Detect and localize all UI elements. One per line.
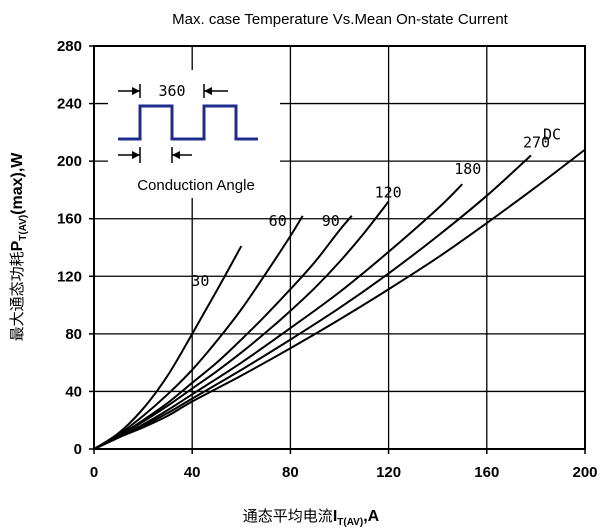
curve-label-270: 270 xyxy=(523,133,550,151)
x-tick-label-120: 120 xyxy=(376,464,401,481)
curves xyxy=(93,148,586,450)
y-tick-label-0: 0 xyxy=(74,441,82,458)
angle-arrowhead-right xyxy=(172,151,180,159)
y-tick-label-120: 120 xyxy=(57,268,82,285)
x-tick-label-200: 200 xyxy=(572,464,597,481)
chart-title: Max. case Temperature Vs.Mean On-state C… xyxy=(172,11,509,28)
x-axis-label-unit: ,A xyxy=(363,508,379,525)
curve-30 xyxy=(93,245,243,450)
curve-60 xyxy=(93,215,304,450)
y-tick-label-160: 160 xyxy=(57,211,82,228)
period-arrowhead-right xyxy=(204,87,212,95)
y-tick-label-280: 280 xyxy=(57,38,82,55)
curve-label-30: 30 xyxy=(191,272,209,290)
curve-dc xyxy=(93,148,586,450)
x-axis-label-symbol: I xyxy=(333,508,337,525)
y-axis-label-main: 最大通态功耗 xyxy=(8,251,26,341)
y-tick-label-240: 240 xyxy=(57,96,82,113)
y-axis-label-symbol: P xyxy=(9,240,26,251)
period-label: 360 xyxy=(158,82,185,100)
y-axis-label-sub: T(AV) xyxy=(18,215,29,241)
curve-label-120: 120 xyxy=(375,183,402,201)
tick-labels: 0 40 80 120 160 200 0 40 80 120 160 200 240 280 xyxy=(57,38,598,481)
curve-270 xyxy=(93,154,532,450)
y-axis-label: 最大通态功耗PT(AV)(max),W xyxy=(8,152,29,342)
plot-frame xyxy=(93,45,586,450)
y-tick-label-200: 200 xyxy=(57,153,82,170)
curve-label-60: 60 xyxy=(269,212,287,230)
x-tick-label-40: 40 xyxy=(184,464,201,481)
y-tick-label-40: 40 xyxy=(65,383,82,400)
y-axis-label-unit: (max),W xyxy=(9,152,26,215)
curve-120 xyxy=(93,200,390,450)
grid xyxy=(94,46,585,449)
inset-caption: Conduction Angle xyxy=(137,177,255,194)
square-wave xyxy=(118,104,258,141)
curve-label-dc: DC xyxy=(543,126,561,144)
x-axis-label-main: 通态平均电流 xyxy=(243,507,333,525)
period-arrowhead-left xyxy=(132,87,140,95)
x-axis-label: 通态平均电流IT(AV),A xyxy=(243,507,380,528)
curve-90 xyxy=(93,215,353,450)
x-axis-label-sub: T(AV) xyxy=(337,517,363,528)
x-tick-label-0: 0 xyxy=(90,464,98,481)
x-tick-label-80: 80 xyxy=(282,464,299,481)
angle-arrowhead-left xyxy=(132,151,140,159)
curve-label-180: 180 xyxy=(454,160,481,178)
conduction-angle-inset: 360 Conduction Angle xyxy=(108,70,280,198)
curve-label-90: 90 xyxy=(322,212,340,230)
x-tick-label-160: 160 xyxy=(474,464,499,481)
y-tick-label-80: 80 xyxy=(65,326,82,343)
